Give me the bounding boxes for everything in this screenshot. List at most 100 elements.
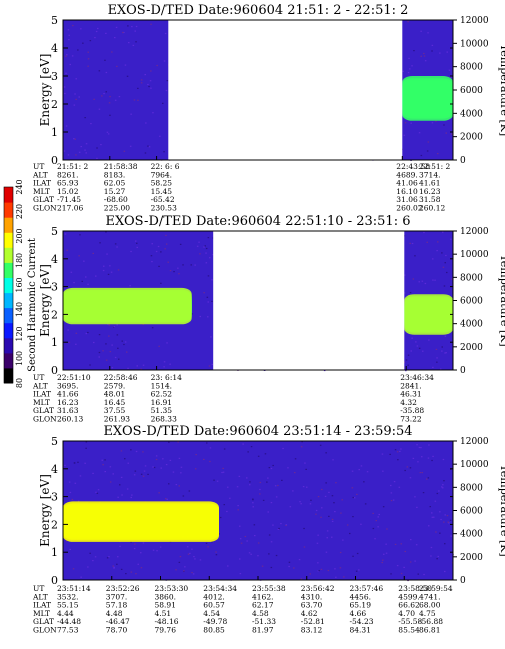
energy-band (404, 294, 454, 335)
colorbar-swatch (4, 277, 13, 294)
speckle (89, 552, 91, 554)
speckle (446, 271, 448, 274)
speckle (414, 255, 416, 257)
speckle (142, 364, 145, 366)
row-label: MLT (33, 187, 50, 196)
table-cell: 58.25 (151, 179, 173, 188)
speckle (227, 486, 229, 488)
speckle (435, 531, 437, 533)
speckle (298, 559, 301, 561)
speckle (451, 278, 453, 280)
speckle (293, 567, 295, 569)
speckle (441, 350, 443, 352)
speckle (140, 79, 143, 81)
speckle (420, 447, 422, 449)
y-tick-label: 0 (51, 364, 58, 377)
table-cell: 41.66 (57, 390, 79, 399)
speckle (131, 494, 133, 496)
speckle (429, 506, 431, 508)
speckle (448, 522, 450, 524)
y2-tick-label: 8000 (460, 273, 483, 283)
speckle (394, 543, 397, 545)
speckle (408, 57, 410, 59)
speckle (416, 345, 419, 347)
colorbar-swatch (4, 292, 13, 309)
speckle (333, 502, 335, 504)
speckle (93, 98, 95, 100)
speckle (447, 521, 449, 523)
speckle (107, 273, 110, 275)
speckle (326, 530, 329, 532)
speckle (131, 26, 133, 28)
speckle (93, 341, 95, 344)
speckle (378, 513, 380, 516)
speckle (442, 458, 445, 461)
y2-tick-label: 10000 (460, 460, 489, 470)
speckle (390, 484, 392, 487)
speckle (74, 482, 77, 484)
orbit-table: UTALTILATMLTGLATGLON23:51:143532.55.154.… (32, 584, 453, 635)
speckle (419, 472, 422, 474)
speckle (252, 506, 254, 508)
speckle (140, 552, 142, 554)
speckle (109, 265, 111, 267)
table-cell: 31.58 (419, 195, 441, 204)
speckle (433, 516, 435, 518)
speckle (69, 491, 72, 494)
speckle (300, 503, 302, 505)
speckle (223, 504, 225, 506)
speckle (145, 122, 147, 124)
table-cell: 84.31 (350, 626, 371, 635)
speckle (95, 491, 97, 493)
speckle (172, 471, 175, 473)
speckle (414, 496, 416, 498)
speckle (160, 251, 162, 253)
data-gap (168, 20, 403, 160)
y-tick-label: 1 (51, 546, 58, 559)
speckle (280, 523, 282, 525)
speckle (80, 146, 82, 148)
y-tick-label: 4 (51, 463, 58, 476)
speckle (421, 456, 423, 458)
row-label: ALT (32, 592, 48, 601)
speckle (441, 252, 443, 254)
speckle (407, 364, 409, 366)
table-cell: 22: 6: 6 (151, 162, 180, 171)
speckle (115, 26, 118, 28)
table-cell: 4.62 (301, 609, 318, 618)
speckle (182, 264, 184, 266)
speckle (385, 552, 388, 554)
speckle (377, 526, 379, 528)
speckle (107, 133, 110, 135)
speckle (431, 512, 433, 514)
y-axis-label: Energy [eV] (38, 264, 52, 337)
y2-tick-label: 6000 (460, 297, 483, 307)
speckle (383, 553, 385, 555)
speckle (434, 279, 436, 281)
speckle (116, 65, 118, 67)
speckle (375, 520, 377, 522)
speckle (205, 262, 208, 264)
table-cell: 4012. (203, 592, 224, 601)
table-cell: 68.00 (419, 601, 441, 610)
speckle (238, 475, 241, 477)
table-cell: -44.48 (57, 617, 81, 626)
table-cell: 16.23 (57, 398, 79, 407)
speckle (356, 552, 359, 555)
speckle (122, 31, 124, 34)
speckle (134, 470, 137, 472)
speckle (105, 32, 107, 34)
colorbar-swatch (4, 322, 13, 339)
speckle (140, 368, 142, 370)
speckle (335, 576, 337, 578)
speckle (108, 102, 111, 104)
speckle (205, 542, 208, 544)
speckle (334, 511, 336, 513)
speckle (403, 566, 405, 568)
y-tick-label: 2 (51, 98, 58, 111)
table-cell: 22:58:46 (104, 373, 138, 382)
speckle (355, 570, 358, 572)
table-cell: 260.13 (57, 415, 83, 424)
speckle (191, 313, 193, 315)
table-cell: 80.85 (203, 626, 225, 635)
